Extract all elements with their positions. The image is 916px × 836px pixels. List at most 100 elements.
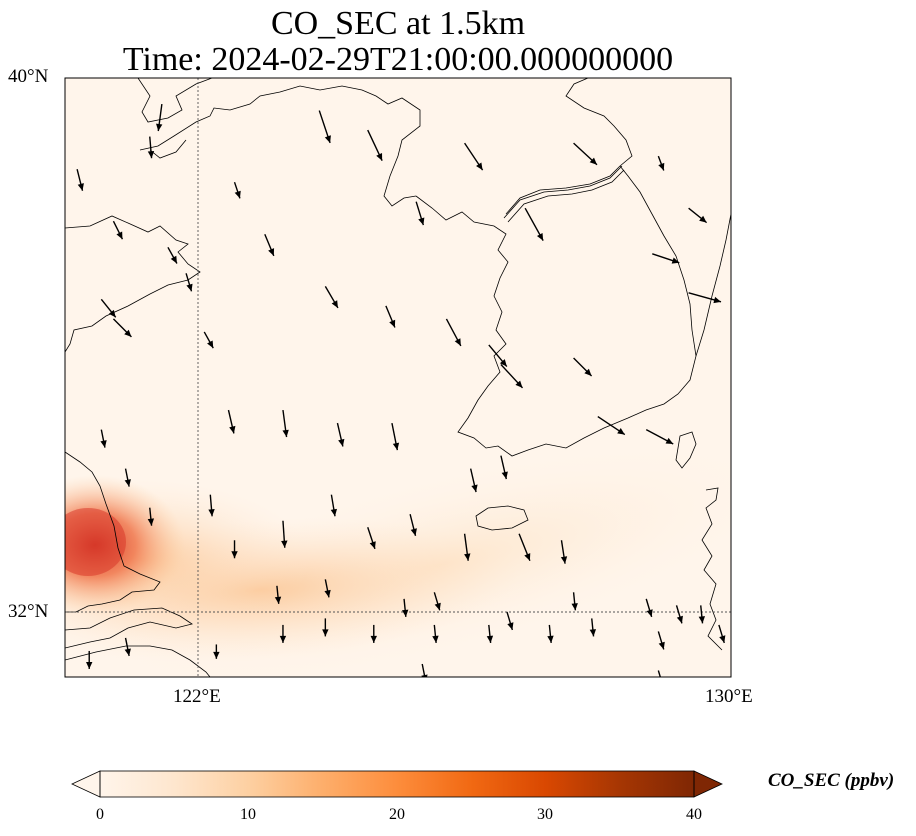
wind-arrow — [282, 409, 289, 438]
lat-tick-32n: 32°N — [8, 601, 49, 622]
map-area — [65, 78, 731, 677]
wind-arrow — [645, 428, 674, 445]
colorbar-gradient — [100, 771, 694, 797]
coastline-hangzhou — [65, 645, 211, 677]
wind-arrow — [718, 624, 726, 644]
wind-arrow — [421, 663, 428, 677]
wind-arrow — [112, 318, 132, 338]
wind-arrow — [322, 618, 329, 637]
wind-arrow — [573, 357, 593, 377]
wind-arrow — [657, 670, 662, 677]
wind-arrow — [156, 103, 163, 132]
wind-arrow — [573, 142, 598, 166]
wind-arrow — [500, 455, 508, 480]
wind-arrow — [597, 415, 626, 436]
wind-arrow — [432, 624, 439, 643]
yangtze-estuary — [65, 607, 193, 649]
wind-arrow — [486, 624, 494, 643]
wind-arrow — [506, 611, 514, 631]
wind-arrow — [167, 246, 178, 264]
kyushu-coast — [701, 487, 723, 651]
wind-arrow — [469, 468, 478, 493]
colorbar-tick-10: 10 — [240, 806, 256, 823]
colorbar-tick-30: 30 — [537, 806, 553, 823]
wind-arrow — [185, 273, 193, 292]
wind-arrow — [324, 579, 331, 598]
wind-arrow — [370, 624, 377, 643]
colorbar-tick-20: 20 — [389, 806, 405, 823]
coastline-korea-east — [695, 213, 731, 357]
wind-arrow — [367, 129, 383, 161]
wind-arrow — [401, 598, 409, 617]
wind-arrow — [281, 520, 288, 548]
wind-arrow — [336, 422, 345, 447]
gridlines — [65, 78, 731, 677]
colorbar-frame — [99, 770, 695, 798]
korea-border-2 — [503, 165, 623, 219]
wind-arrow — [318, 110, 331, 144]
wind-arrow — [560, 540, 568, 564]
wind-arrow — [147, 136, 155, 159]
wind-arrow — [518, 533, 531, 562]
map-title: CO_SEC at 1.5km — [270, 5, 526, 42]
map-frame — [64, 77, 732, 678]
wind-arrow — [524, 207, 544, 241]
wind-arrow — [391, 422, 400, 451]
wind-arrow — [124, 468, 131, 487]
coastline-korea-north — [505, 78, 633, 215]
wind-arrow — [227, 409, 236, 434]
wind-arrow — [688, 292, 722, 304]
colorbar-label: CO_SEC (ppbv) — [768, 770, 895, 791]
wind-arrow — [208, 494, 215, 517]
wind-arrow — [445, 318, 462, 347]
coastline-china-south — [65, 451, 161, 613]
colorbar-max-extend — [693, 770, 723, 798]
tsushima-island — [675, 431, 697, 469]
wind-arrow — [675, 605, 683, 624]
jeju-island — [475, 505, 529, 531]
wind-arrow — [571, 592, 578, 611]
wind-arrow — [76, 168, 84, 191]
colorbar-tick-40: 40 — [686, 806, 702, 823]
wind-arrow — [233, 181, 241, 199]
wind-arrow — [330, 494, 338, 517]
wind-arrow — [231, 540, 238, 559]
colorbar-min-extend — [71, 770, 101, 798]
wind-arrow — [463, 533, 471, 561]
wind-arrow — [203, 331, 214, 349]
wind-arrow — [657, 631, 665, 650]
wind-arrow — [86, 650, 93, 669]
coastlines — [65, 78, 731, 677]
concentration-field — [65, 441, 731, 677]
coastline-liaodong — [137, 78, 213, 123]
wind-arrow — [124, 637, 131, 657]
wind-arrow — [100, 429, 107, 448]
wind-arrow — [147, 507, 155, 526]
lon-tick-130e: 130°E — [705, 686, 753, 707]
map-time-subtitle: Time: 2024-02-29T21:00:00.000000000 — [122, 41, 674, 78]
wind-arrow — [488, 344, 508, 367]
coastline-liaodong-south — [139, 85, 421, 207]
wind-arrow — [213, 644, 220, 659]
wind-arrow — [500, 364, 524, 389]
wind-arrow — [324, 285, 339, 309]
lon-tick-122e: 122°E — [173, 686, 221, 707]
wind-arrow — [409, 514, 417, 536]
wind-arrow — [657, 155, 665, 171]
wind-arrow — [547, 624, 554, 643]
wind-arrow — [688, 207, 708, 224]
korea-border — [507, 169, 625, 223]
coastline-korea-west — [415, 165, 697, 457]
wind-arrow — [652, 253, 680, 264]
wind-arrow — [589, 618, 597, 637]
wind-arrow — [645, 598, 653, 618]
coastline-china-north — [65, 215, 201, 353]
colorbar-tick-0: 0 — [96, 806, 104, 823]
lat-tick-40n: 40°N — [8, 66, 49, 87]
colorbar — [71, 770, 723, 798]
wind-arrow — [415, 201, 425, 226]
wind-arrow — [464, 142, 484, 171]
wind-arrow — [100, 298, 117, 318]
shandong-islands — [149, 139, 187, 159]
